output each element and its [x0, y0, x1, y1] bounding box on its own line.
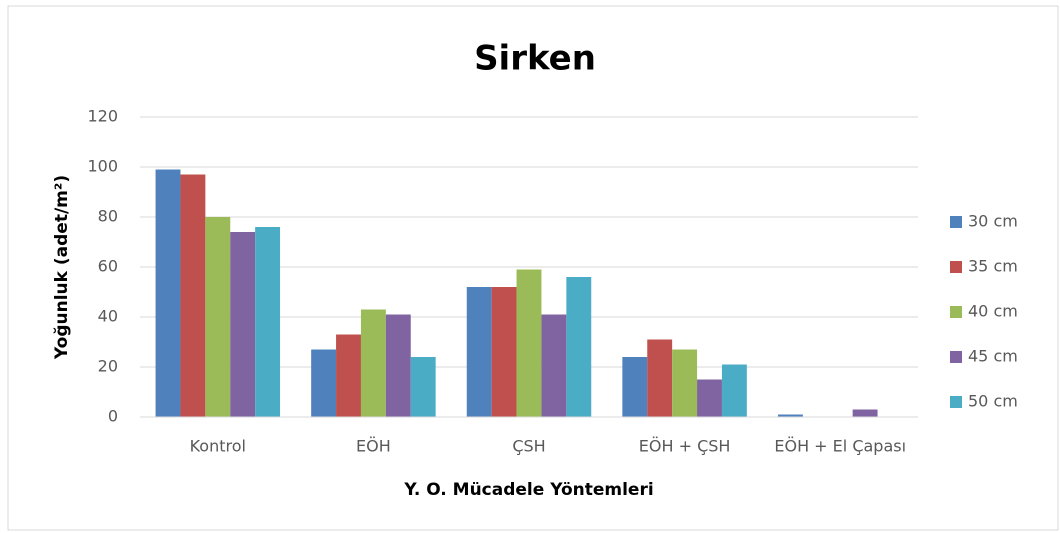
y-axis-title: Yoğunluk (adet/m²): [52, 175, 72, 360]
legend-swatch: [950, 261, 962, 273]
bar: [852, 409, 878, 417]
bar: [385, 314, 411, 417]
y-tick-label: 80: [98, 207, 118, 226]
legend-label: 45 cm: [968, 347, 1018, 366]
x-tick-label: ÇSH: [512, 437, 545, 456]
bar: [777, 414, 803, 417]
y-tick-label: 60: [98, 257, 118, 276]
bar: [230, 232, 256, 417]
legend-swatch: [950, 396, 962, 408]
bar: [311, 349, 337, 417]
bar: [721, 364, 747, 417]
bar: [466, 287, 492, 417]
x-tick-label: EÖH + El Çapası: [774, 437, 906, 456]
bar: [647, 339, 673, 417]
bar: [336, 334, 361, 417]
chart-title: Sirken: [474, 39, 596, 79]
bar: [255, 227, 281, 417]
bar: [360, 309, 386, 417]
chart-border: [7, 5, 1059, 531]
bar: [672, 349, 698, 417]
legend-swatch: [950, 306, 962, 318]
bar: [155, 169, 181, 417]
legend-swatch: [950, 216, 962, 228]
legend-label: 50 cm: [968, 392, 1018, 411]
x-tick-label: EÖH: [356, 437, 391, 456]
x-axis-title: Y. O. Mücadele Yöntemleri: [403, 480, 653, 500]
bar: [541, 314, 567, 417]
bar: [516, 269, 542, 417]
bar: [205, 217, 231, 417]
x-tick-label: Kontrol: [190, 437, 246, 456]
bar: [566, 277, 592, 417]
bar: [410, 357, 436, 417]
legend-label: 30 cm: [968, 212, 1018, 231]
y-tick-label: 20: [98, 357, 118, 376]
y-tick-label: 100: [87, 157, 118, 176]
bar: [491, 287, 517, 417]
y-tick-label: 120: [87, 107, 118, 126]
bar: [180, 174, 206, 417]
legend-label: 35 cm: [968, 257, 1018, 276]
legend-swatch: [950, 351, 962, 363]
legend-label: 40 cm: [968, 302, 1018, 321]
bar: [622, 357, 648, 417]
bar: [697, 379, 722, 417]
y-tick-label: 0: [108, 407, 118, 426]
x-tick-label: EÖH + ÇSH: [639, 437, 731, 456]
y-tick-label: 40: [98, 307, 118, 326]
